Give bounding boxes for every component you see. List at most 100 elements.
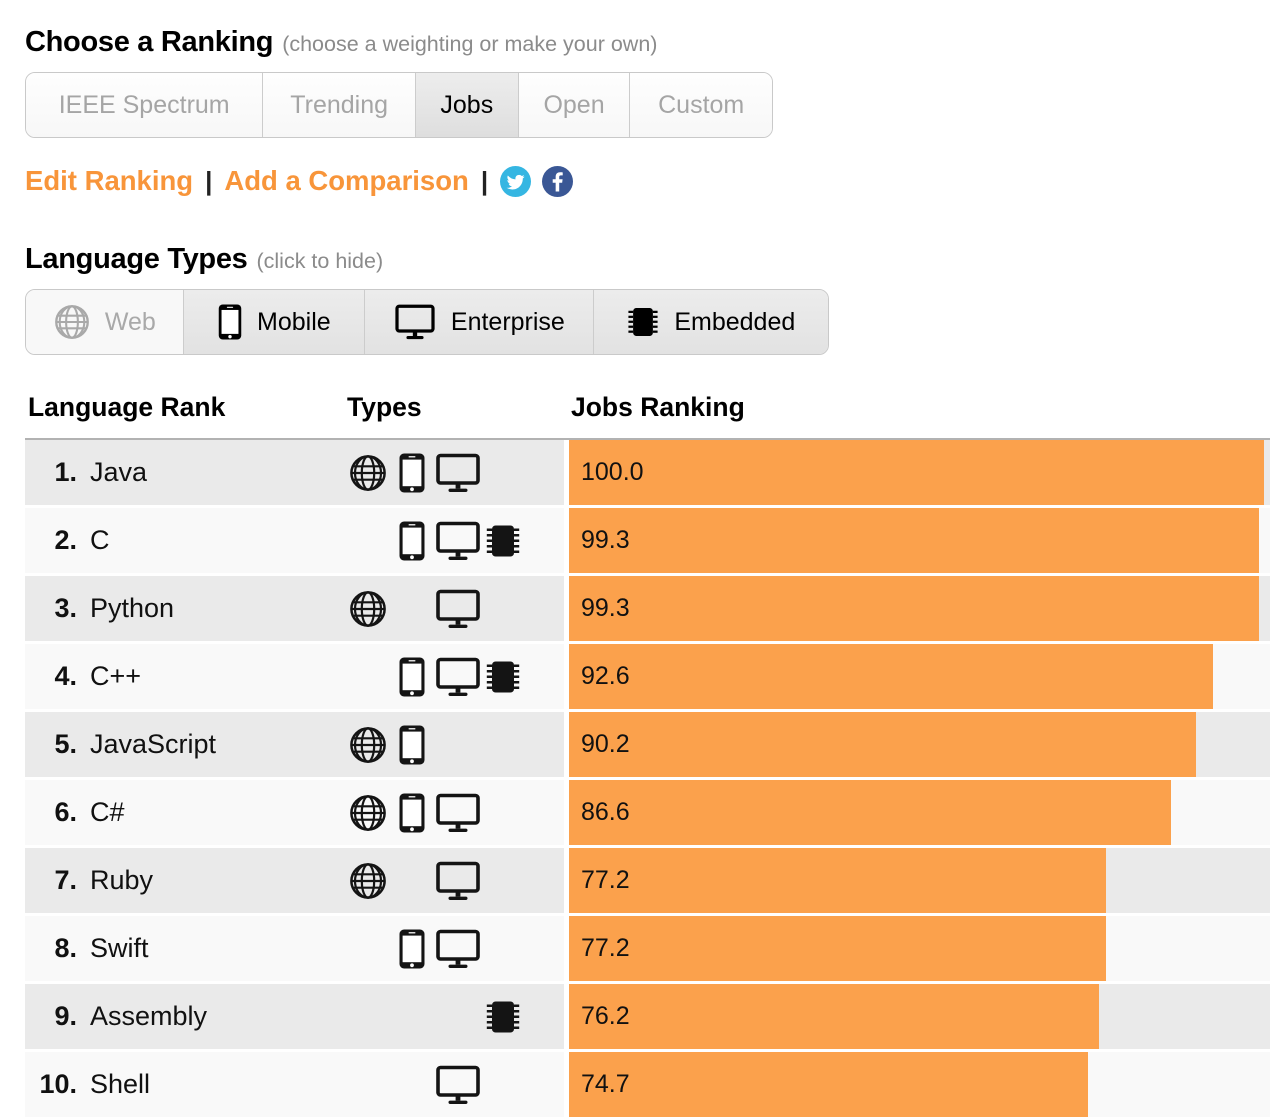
rank-number: 7. xyxy=(54,865,77,895)
web-icon xyxy=(349,454,387,492)
header-types: Types xyxy=(347,392,422,422)
table-row: 3. Python xyxy=(25,576,1270,641)
web-icon xyxy=(349,726,387,764)
web-icon xyxy=(349,590,387,628)
rank-number: 10. xyxy=(39,1069,77,1099)
jobs-ranking-value: 92.6 xyxy=(581,662,630,690)
language-name: Java xyxy=(90,457,148,487)
tab-custom[interactable]: Custom xyxy=(629,73,772,137)
enterprise-icon xyxy=(436,657,480,697)
jobs-ranking-bar-track: 92.6 xyxy=(569,644,1270,709)
tab-jobs[interactable]: Jobs xyxy=(414,73,518,137)
choose-ranking-header: Choose a Ranking (choose a weighting or … xyxy=(25,26,1278,59)
header-jobs-ranking: Jobs Ranking xyxy=(571,392,745,422)
edit-ranking-link[interactable]: Edit Ranking xyxy=(25,165,194,196)
jobs-ranking-bar: 74.7 xyxy=(569,1052,1089,1117)
language-name: JavaScript xyxy=(90,729,217,759)
table-row: 8. Swift 77.2 xyxy=(25,916,1270,981)
tab-label: IEEE Spectrum xyxy=(58,90,230,119)
add-comparison-link[interactable]: Add a Comparison xyxy=(224,165,469,196)
jobs-ranking-bar-track: 99.3 xyxy=(569,508,1270,573)
jobs-ranking-bar-track: 100.0 xyxy=(569,440,1270,505)
tab-label: Open xyxy=(543,90,605,119)
table-row: 6. C# xyxy=(25,780,1270,845)
enterprise-icon xyxy=(393,304,437,340)
type-filter-group: Web Mobile Enterprise xyxy=(25,289,829,355)
rank-number: 1. xyxy=(54,457,77,487)
choose-ranking-title: Choose a Ranking xyxy=(25,26,274,58)
jobs-ranking-bar-track: 74.7 xyxy=(569,1052,1270,1117)
embedded-icon xyxy=(626,304,660,340)
embedded-icon xyxy=(486,657,520,697)
jobs-ranking-value: 100.0 xyxy=(581,458,644,486)
language-name: Ruby xyxy=(90,865,154,895)
tab-ieee-spectrum[interactable]: IEEE Spectrum xyxy=(26,73,263,137)
header-language-rank: Language Rank xyxy=(28,392,226,422)
type-button-enterprise[interactable]: Enterprise xyxy=(364,290,593,354)
jobs-ranking-value: 99.3 xyxy=(581,594,630,622)
jobs-ranking-bar-track: 99.3 xyxy=(569,576,1270,641)
type-button-label: Web xyxy=(104,307,156,336)
jobs-ranking-bar: 99.3 xyxy=(569,576,1260,641)
jobs-ranking-bar: 99.3 xyxy=(569,508,1260,573)
table-row: 7. Ruby xyxy=(25,848,1270,913)
web-icon xyxy=(349,862,387,900)
jobs-ranking-value: 90.2 xyxy=(581,730,630,758)
tab-label: Trending xyxy=(290,90,389,119)
jobs-ranking-value: 77.2 xyxy=(581,934,630,962)
rank-number: 9. xyxy=(54,1001,77,1031)
rank-number: 4. xyxy=(54,661,77,691)
jobs-ranking-bar-track: 86.6 xyxy=(569,780,1270,845)
type-button-label: Enterprise xyxy=(450,307,565,336)
mobile-icon xyxy=(399,725,425,765)
enterprise-icon xyxy=(436,453,480,493)
tab-open[interactable]: Open xyxy=(517,73,630,137)
table-header: Language Rank Types Jobs Ranking xyxy=(25,392,1278,424)
jobs-ranking-bar: 76.2 xyxy=(569,984,1099,1049)
enterprise-icon xyxy=(436,589,480,629)
rank-number: 6. xyxy=(54,797,77,827)
choose-ranking-subtitle: (choose a weighting or make your own) xyxy=(282,32,658,56)
jobs-ranking-bar: 86.6 xyxy=(569,780,1171,845)
rank-number: 5. xyxy=(54,729,77,759)
type-button-label: Mobile xyxy=(257,307,331,336)
jobs-ranking-value: 76.2 xyxy=(581,1002,630,1030)
jobs-ranking-bar: 77.2 xyxy=(569,848,1106,913)
jobs-ranking-bar: 100.0 xyxy=(569,440,1264,505)
language-name: Shell xyxy=(90,1069,151,1099)
mobile-icon xyxy=(399,657,425,697)
separator: | xyxy=(480,165,489,196)
social-icons xyxy=(500,165,584,197)
table-row: 5. JavaScript xyxy=(25,712,1270,777)
jobs-ranking-value: 74.7 xyxy=(581,1070,630,1098)
type-button-embedded[interactable]: Embedded xyxy=(592,290,828,354)
web-icon xyxy=(53,304,91,340)
ranking-tab-group: IEEE Spectrum Trending Jobs Open Custom xyxy=(25,72,773,138)
actions-row: Edit Ranking | Add a Comparison | xyxy=(25,165,1278,197)
rank-number: 8. xyxy=(54,933,77,963)
language-name: C# xyxy=(90,797,125,827)
jobs-ranking-bar: 90.2 xyxy=(569,712,1196,777)
type-button-mobile[interactable]: Mobile xyxy=(182,290,365,354)
mobile-icon xyxy=(399,521,425,561)
table-row: 10. Shell 74.7 xyxy=(25,1052,1270,1117)
mobile-icon xyxy=(217,304,243,340)
tab-label: Custom xyxy=(658,90,745,119)
table-row: 9. Assembly xyxy=(25,984,1270,1049)
twitter-icon[interactable] xyxy=(500,165,532,197)
enterprise-icon xyxy=(436,1065,480,1105)
language-name: Swift xyxy=(90,933,149,963)
mobile-icon xyxy=(399,929,425,969)
mobile-icon xyxy=(399,793,425,833)
language-types-title: Language Types xyxy=(25,243,248,275)
table-row: 1. Java xyxy=(25,440,1270,505)
jobs-ranking-bar: 77.2 xyxy=(569,916,1106,981)
jobs-ranking-bar-track: 77.2 xyxy=(569,916,1270,981)
enterprise-icon xyxy=(436,861,480,901)
web-icon xyxy=(349,794,387,832)
tab-trending[interactable]: Trending xyxy=(262,73,415,137)
type-button-web[interactable]: Web xyxy=(26,290,183,354)
facebook-icon[interactable] xyxy=(542,165,574,197)
table-row: 4. C++ xyxy=(25,644,1270,709)
